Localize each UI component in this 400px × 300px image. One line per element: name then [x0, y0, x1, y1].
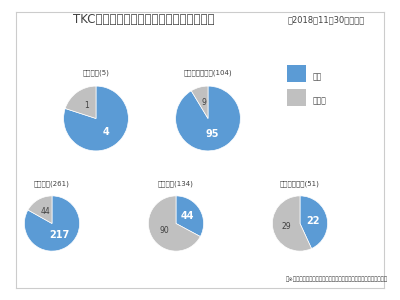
Bar: [287, 65, 306, 82]
Text: 信用組合(134): 信用組合(134): [158, 180, 194, 187]
Wedge shape: [176, 196, 204, 236]
Text: 44: 44: [181, 212, 194, 221]
Text: 信用保証協会(51): 信用保証協会(51): [280, 180, 320, 187]
Text: 95: 95: [206, 129, 219, 139]
Wedge shape: [65, 86, 96, 118]
Wedge shape: [300, 196, 328, 249]
Text: 29: 29: [282, 222, 291, 231]
Text: （2018年11月30日時点）: （2018年11月30日時点）: [288, 15, 365, 24]
Text: 22: 22: [307, 215, 320, 226]
Wedge shape: [148, 196, 200, 251]
Text: 未採用: 未採用: [312, 96, 326, 105]
Text: 採用: 採用: [312, 72, 322, 81]
Text: 地銀・第二地銀(104): 地銀・第二地銀(104): [184, 69, 232, 76]
Wedge shape: [64, 86, 128, 151]
Text: 217: 217: [49, 230, 69, 240]
Text: 都市銀行(5): 都市銀行(5): [82, 69, 110, 76]
Text: （※）法人向け融資関係の取り扱いがない金融機関を除いています。: （※）法人向け融資関係の取り扱いがない金融機関を除いています。: [286, 276, 388, 282]
Wedge shape: [28, 196, 52, 224]
Text: 90: 90: [159, 226, 169, 235]
Wedge shape: [191, 86, 208, 118]
Text: 信用金庫(261): 信用金庫(261): [34, 180, 70, 187]
Wedge shape: [24, 196, 80, 251]
Wedge shape: [176, 86, 240, 151]
Bar: [287, 89, 306, 106]
Text: 1: 1: [84, 101, 89, 110]
Text: 4: 4: [102, 127, 109, 136]
Text: 9: 9: [201, 98, 206, 107]
Wedge shape: [272, 196, 312, 251]
Text: 44: 44: [40, 207, 50, 216]
Text: TKCモニタリング情報サービスの採用状況: TKCモニタリング情報サービスの採用状況: [73, 13, 215, 26]
